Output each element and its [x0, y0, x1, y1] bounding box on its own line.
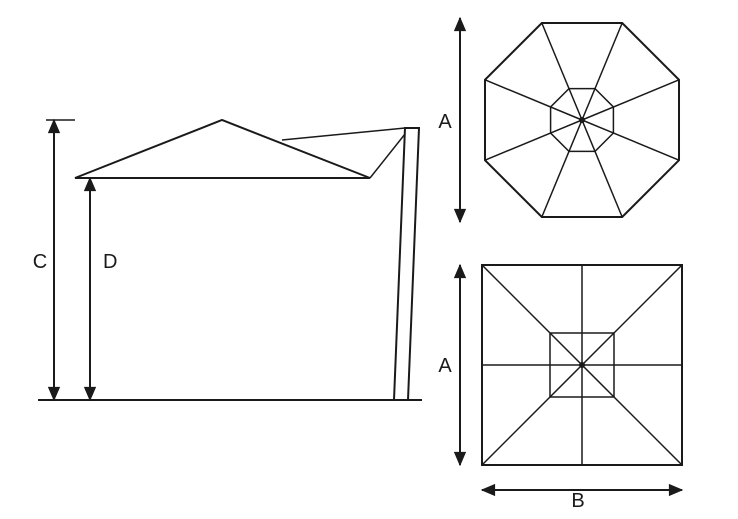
svg-text:D: D [103, 251, 117, 273]
svg-text:B: B [571, 490, 584, 512]
svg-text:A: A [438, 111, 452, 133]
svg-text:A: A [438, 355, 452, 377]
svg-text:C: C [33, 251, 47, 273]
